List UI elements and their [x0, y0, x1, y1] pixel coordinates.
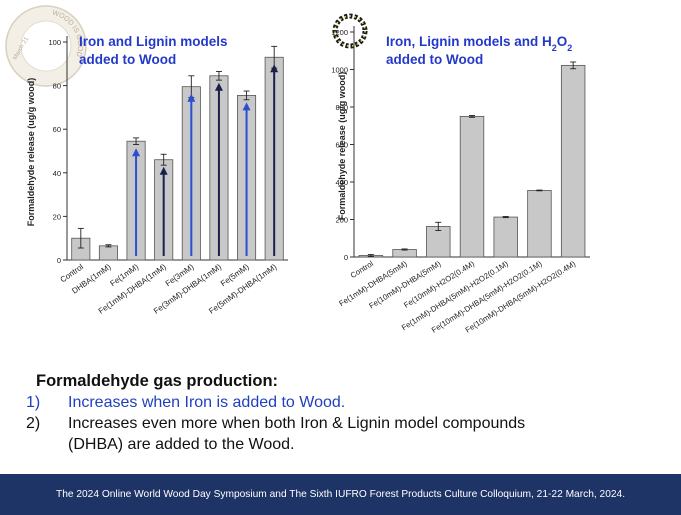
bullet-item-1: 1) Increases when Iron is added to Wood.	[26, 392, 666, 413]
y-tick-label: 40	[53, 169, 61, 178]
chart-iron-lignin-h2o2: Iron, Lignin models and H2O2 added to Wo…	[331, 13, 590, 335]
y-tick-label: 100	[48, 38, 61, 47]
bar	[493, 216, 518, 258]
arrow-head	[242, 102, 251, 111]
bullet-text: Increases when Iron is added to Wood.	[68, 394, 346, 411]
chart2-title-line2: added to Wood	[386, 52, 483, 67]
arrow-head	[214, 82, 223, 91]
arrow-head	[159, 166, 168, 175]
bar	[459, 115, 485, 258]
bar	[392, 249, 417, 258]
y-tick-label: 20	[53, 212, 61, 221]
bullet-text: Increases even more when both Iron & Lig…	[68, 415, 526, 432]
arrow-head	[187, 93, 196, 102]
y-tick-label: 400	[335, 178, 348, 187]
y-tick-label: 1200	[331, 28, 348, 37]
bullet-heading: Formaldehyde gas production:	[36, 372, 279, 390]
x-tick-label: Control	[349, 259, 375, 280]
arrow-head	[132, 148, 141, 157]
wood-day-logo-icon: WOOD IS GOOD March 21	[5, 5, 87, 87]
bullet-number	[26, 434, 68, 455]
bar	[98, 245, 118, 261]
bullet-item-2-continuation: (DHBA) are added to the Wood.	[36, 434, 666, 455]
chart2-tick-labels: ControlFe(1mM)-DHBA(5mM)Fe(10mM)-DHBA(5m…	[337, 259, 577, 335]
footer-banner: The 2024 Online World Wood Day Symposium…	[0, 474, 681, 515]
chart2-ylabel: Formaldehyde release (ug/g wood)	[337, 72, 347, 221]
y-tick-label: 600	[335, 141, 348, 150]
arrow-head	[270, 64, 279, 73]
bullet-list: Formaldehyde gas production: 1) Increase…	[26, 372, 666, 455]
y-tick-label: 60	[53, 125, 61, 134]
y-tick-label: 800	[335, 103, 348, 112]
bar	[426, 226, 451, 258]
footer-text: The 2024 Online World Wood Day Symposium…	[55, 489, 626, 500]
chart2-title-line1: Iron, Lignin models and H2O2	[386, 34, 572, 53]
y-tick-label: 80	[53, 82, 61, 91]
y-tick-label: 0	[57, 256, 61, 265]
bullet-item-2: 2) Increases even more when both Iron & …	[26, 413, 666, 434]
bullet-number: 1)	[26, 394, 41, 411]
chart-iron-lignin: Iron and Lignin models added to Wood For…	[26, 34, 288, 316]
y-tick-label: 0	[344, 253, 348, 262]
y-tick-label: 200	[335, 216, 348, 225]
chart1-ylabel: Formaldehyde release (ug/g wood)	[26, 78, 36, 227]
bar	[527, 190, 552, 258]
chart2-bars	[358, 61, 586, 258]
chart2-badge	[332, 13, 368, 49]
chart1-title-line1: Iron and Lignin models	[79, 34, 228, 49]
bullet-number: 2)	[26, 415, 41, 432]
chart1-title-line2: added to Wood	[79, 52, 176, 67]
y-tick-label: 1000	[331, 66, 348, 75]
chart1-bars	[71, 45, 284, 261]
bullet-text: (DHBA) are added to the Wood.	[68, 436, 295, 453]
bar	[560, 64, 586, 258]
chart1-tick-labels: ControlDHBA(1mM)Fe(1mM)Fe(1mM)-DHBA(1mM)…	[59, 262, 279, 316]
